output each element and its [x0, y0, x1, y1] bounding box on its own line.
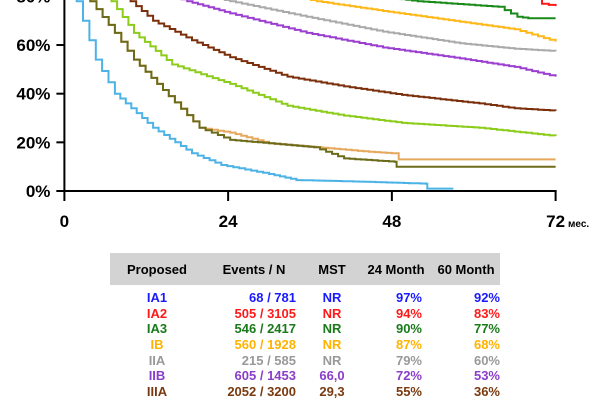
- survival-curve-8: [89, 0, 556, 168]
- cell-mst: NR: [322, 321, 342, 337]
- survival-curve-4: [180, 0, 557, 77]
- cell-stage: IIB: [148, 368, 166, 384]
- cell-events: 505 / 3105: [234, 305, 296, 321]
- table-row: IA3 546 / 2417 NR 90% 77%: [110, 321, 500, 337]
- cell-stage: IA2: [146, 305, 168, 321]
- cell-survival-24: 94%: [395, 305, 422, 321]
- survival-curve-9: [75, 0, 454, 190]
- cell-survival-60: 68%: [473, 337, 500, 353]
- cell-stage: IIIA: [146, 383, 168, 399]
- table-row: IIIA 2052 / 3200 29,3 55% 36%: [110, 384, 500, 400]
- y-tick-label: 60%: [16, 36, 50, 55]
- cell-survival-24: 72%: [395, 368, 422, 384]
- cell-events: 546 / 2417: [234, 321, 296, 337]
- y-tick-label: 80%: [16, 0, 50, 6]
- cell-stage: IIA: [148, 352, 166, 368]
- cell-survival-24: 90%: [395, 321, 422, 337]
- cell-stage: IA3: [146, 321, 168, 337]
- cell-survival-24: 79%: [395, 352, 422, 368]
- header-events: Events / N: [222, 261, 286, 277]
- x-tick-label: 24: [219, 212, 238, 231]
- survival-table: Proposed Events / N MST 24 Month 60 Mont…: [110, 253, 500, 399]
- table-row: IA2 505 / 3105 NR 94% 83%: [110, 306, 500, 322]
- x-tick-label: 0: [60, 212, 69, 231]
- cell-mst: NR: [322, 337, 342, 353]
- cell-stage: IA1: [146, 290, 168, 306]
- x-unit-label: мес.: [568, 219, 589, 230]
- curves: [75, 0, 557, 190]
- header-24-month: 24 Month: [367, 261, 425, 277]
- y-tick-label: 40%: [16, 85, 50, 104]
- table-row: IB 560 / 1928 NR 87% 68%: [110, 337, 501, 353]
- cell-events: 560 / 1928: [234, 337, 296, 353]
- x-tick-label: 72: [546, 212, 565, 231]
- cell-survival-60: 36%: [473, 383, 500, 399]
- header-proposed: Proposed: [127, 261, 187, 277]
- y-tick-label: 20%: [16, 133, 50, 152]
- cell-events: 215 / 585: [241, 352, 296, 368]
- cell-events: 605 / 1453: [234, 368, 296, 384]
- x-tick-label: 48: [382, 212, 401, 231]
- cell-survival-60: 60%: [473, 352, 500, 368]
- cell-survival-60: 83%: [473, 305, 500, 321]
- cell-survival-60: 92%: [473, 290, 500, 306]
- survival-curve-5: [129, 0, 557, 112]
- cell-events: 68 / 781: [249, 290, 296, 306]
- survival-curve-6: [110, 0, 557, 137]
- cell-stage: IB: [150, 337, 164, 353]
- table-row: IA1 68 / 781 NR 97% 92%: [110, 290, 500, 306]
- cell-mst: NR: [322, 290, 342, 306]
- header-mst: MST: [318, 261, 346, 277]
- cell-survival-24: 55%: [395, 383, 422, 399]
- y-tick-label: 0%: [26, 182, 51, 201]
- cell-survival-24: 87%: [395, 337, 422, 353]
- survival-curve-3: [223, 0, 557, 52]
- cell-survival-60: 53%: [473, 368, 500, 384]
- table-body: IA1 68 / 781 NR 97% 92% IA2 505 / 3105 NR 94% 83%…: [110, 285, 500, 399]
- table-row: IIA 215 / 585 NR 79% 60%: [110, 352, 500, 368]
- cell-events: 2052 / 3200: [227, 383, 296, 399]
- table-header: Proposed Events / N MST 24 Month 60 Mont…: [110, 253, 500, 285]
- survival-curve-2: [309, 0, 557, 42]
- cell-mst: 29,3: [319, 383, 345, 399]
- cell-survival-24: 97%: [395, 290, 422, 306]
- header-60-month: 60 Month: [437, 261, 495, 277]
- cell-mst: 66,0: [319, 368, 345, 384]
- table-row: IIB 605 / 1453 66,0 72% 53%: [110, 368, 500, 384]
- cell-mst: NR: [322, 305, 342, 321]
- cell-mst: NR: [322, 352, 342, 368]
- cell-survival-60: 77%: [473, 321, 500, 337]
- survival-curve-1: [399, 0, 556, 20]
